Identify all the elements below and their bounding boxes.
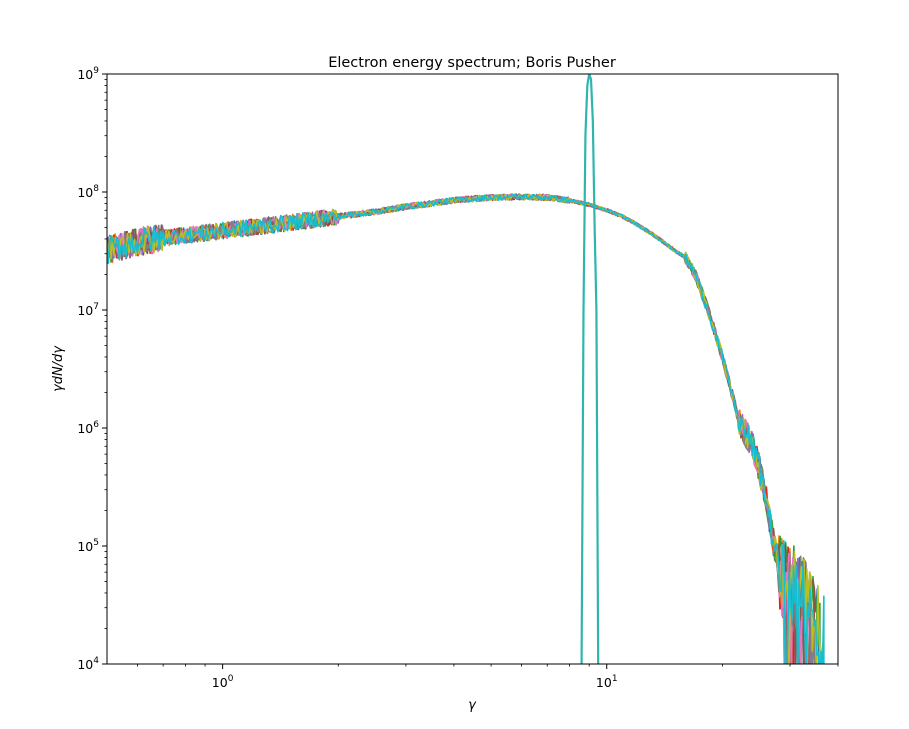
y-tick-label: 105 <box>77 538 99 554</box>
spectrum-series-line <box>107 193 820 664</box>
y-axis-label: γdN/dγ <box>51 345 66 392</box>
y-tick-label: 104 <box>77 656 99 672</box>
spectrum-series-line <box>107 193 821 664</box>
x-axis-label: γ <box>468 698 477 713</box>
x-tick-label: 100 <box>212 674 234 690</box>
plot-frame <box>106 73 839 665</box>
y-tick-label: 109 <box>77 66 99 82</box>
chart-title: Electron energy spectrum; Boris Pusher <box>328 55 616 71</box>
spectrum-series-line <box>107 193 825 664</box>
spectrum-series-line <box>107 193 813 664</box>
x-axis: 100 101 <box>137 664 839 690</box>
y-tick-label: 106 <box>77 420 99 436</box>
y-tick-label: 107 <box>77 302 99 318</box>
spectrum-series-line <box>107 193 816 664</box>
x-tick-label: 101 <box>596 674 618 690</box>
spectrum-series-line <box>107 193 809 664</box>
spectrum-series-line <box>107 193 825 664</box>
spectrum-series-line <box>107 193 816 664</box>
spectrum-series-line <box>107 193 811 664</box>
spectrum-series-line <box>107 193 809 664</box>
y-tick-label: 108 <box>77 184 99 200</box>
y-axis: 104 105 106 107 108 109 <box>77 66 107 672</box>
series-layer <box>107 74 825 664</box>
initial-peak-line <box>580 74 600 664</box>
